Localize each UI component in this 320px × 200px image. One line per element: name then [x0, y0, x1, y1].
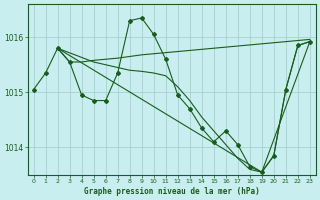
X-axis label: Graphe pression niveau de la mer (hPa): Graphe pression niveau de la mer (hPa) — [84, 187, 260, 196]
